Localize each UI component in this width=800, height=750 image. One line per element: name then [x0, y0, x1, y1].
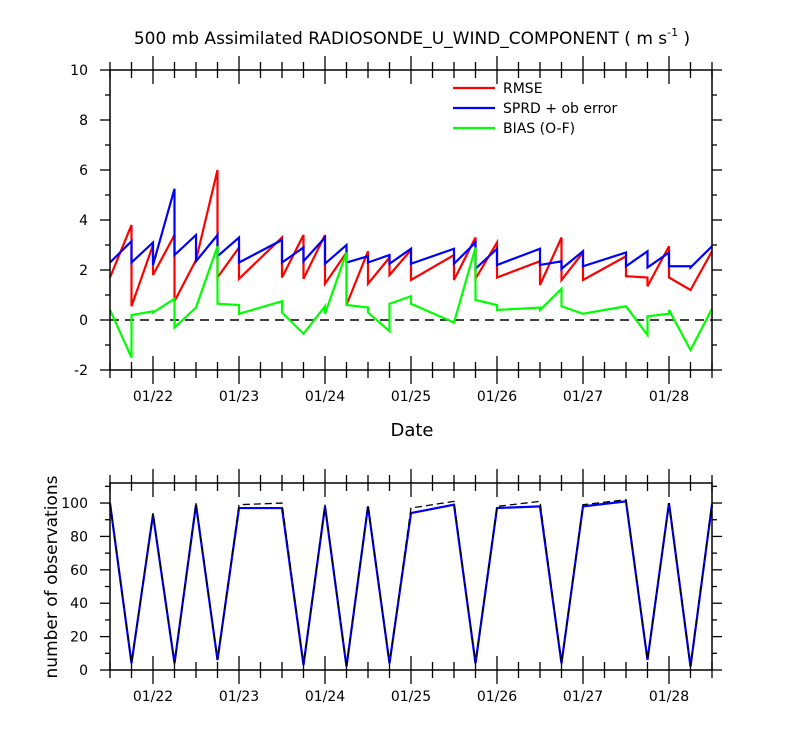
top-panel: -2 0 2 4 6 8 10 01/22 01/23 01/24 01/25 01/26 01/27 0…: [70, 26, 722, 441]
y-tick-label: 10: [70, 63, 88, 79]
y-tick-label: 40: [70, 596, 88, 612]
x-tick-label: 01/24: [305, 389, 345, 405]
title-end: ): [678, 29, 690, 49]
legend-label: SPRD + ob error: [503, 101, 618, 117]
y-tick-label: 0: [79, 313, 88, 329]
tick-marks: [100, 56, 722, 384]
series-line-assimilated-observations: [108, 500, 714, 667]
x-tick-label: 01/27: [563, 389, 603, 405]
series-line-rmse: [108, 169, 713, 307]
x-tick-label: 01/27: [563, 689, 603, 705]
x-tick-label: 01/25: [391, 689, 431, 705]
x-tick-label: 01/28: [649, 389, 689, 405]
bottom-panel: 0 20 40 60 80 100 01/22 01/23 01/24 01/25 01/26 01/…: [42, 469, 722, 705]
series-line-sprd-ob-error: [109, 188, 713, 272]
legend: RMSE SPRD + ob error BIAS (O-F): [453, 81, 618, 137]
x-tick-label: 01/23: [219, 389, 259, 405]
y-tick-label: 80: [70, 529, 88, 545]
x-tick-label: 01/26: [477, 389, 517, 405]
x-tick-label: 01/22: [133, 389, 173, 405]
tick-marks: [100, 469, 722, 684]
y-axis-label: number of observations: [42, 475, 62, 678]
y-tick-label: 60: [70, 563, 88, 579]
plot-frame: [109, 482, 713, 671]
y-tick-label: 20: [70, 630, 88, 646]
x-tick-label: 01/26: [477, 689, 517, 705]
legend-label: RMSE: [503, 81, 543, 97]
x-tick-label: 01/28: [649, 689, 689, 705]
series-line-bias-o-f: [108, 245, 713, 358]
x-tick-label: 01/23: [219, 689, 259, 705]
series-line-total-observations: [109, 498, 713, 667]
title-superscript: -1: [667, 26, 678, 39]
y-tick-label: 0: [79, 663, 88, 679]
chart-title: 500 mb Assimilated RADIOSONDE_U_WIND_COM…: [134, 26, 690, 49]
y-tick-label: 8: [79, 113, 88, 129]
y-tick-label: 4: [79, 213, 88, 229]
x-axis-label: Date: [390, 420, 433, 441]
y-tick-label: 6: [79, 163, 88, 179]
y-tick-label: -2: [74, 363, 88, 379]
title-main: 500 mb Assimilated RADIOSONDE_U_WIND_COM…: [134, 29, 667, 49]
legend-label: BIAS (O-F): [503, 121, 575, 137]
x-tick-label: 01/24: [305, 689, 345, 705]
x-tick-label: 01/22: [133, 689, 173, 705]
y-tick-label: 100: [61, 496, 88, 512]
x-tick-label: 01/25: [391, 389, 431, 405]
plot-frame: [109, 69, 713, 371]
y-tick-label: 2: [79, 263, 88, 279]
